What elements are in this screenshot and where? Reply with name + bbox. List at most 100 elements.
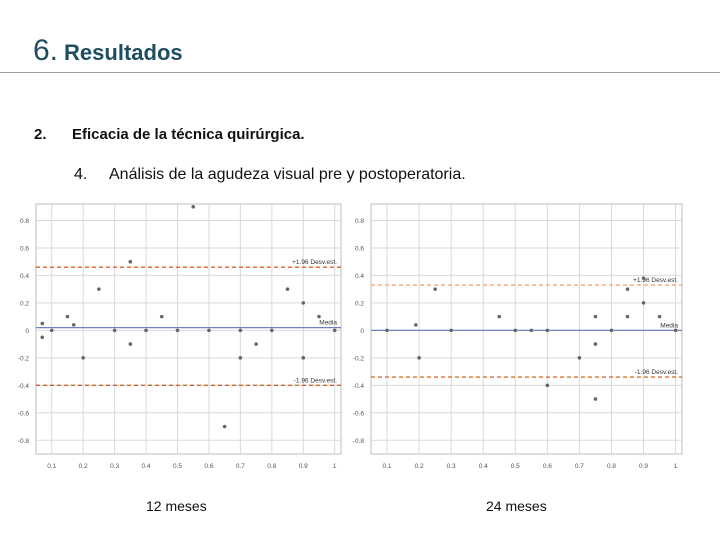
data-point bbox=[207, 328, 211, 333]
data-point bbox=[238, 328, 243, 333]
y-tick-label: -0.2 bbox=[18, 355, 30, 362]
data-point bbox=[159, 314, 164, 319]
data-point bbox=[657, 314, 662, 319]
chart-24-months: 0.8 0.6 0.4 0.2 0 -0.2 -0.4 -0.6 -0.8 0.1 0.2 0.3 0.… bbox=[343, 200, 688, 482]
y-tick-label: -0.8 bbox=[18, 438, 30, 445]
data-point bbox=[641, 301, 646, 305]
y-tick-label: 0.8 bbox=[20, 218, 29, 225]
data-point bbox=[414, 323, 418, 327]
data-point bbox=[433, 287, 437, 291]
data-point bbox=[97, 287, 101, 291]
y-tick-label: -0.8 bbox=[353, 438, 365, 445]
section-number: 2. bbox=[34, 126, 47, 143]
data-point bbox=[301, 301, 306, 305]
data-point bbox=[71, 323, 76, 327]
section-title: Eficacia de la técnica quirúrgica. bbox=[72, 126, 305, 143]
y-tick-label: 0.6 bbox=[20, 245, 29, 252]
data-point bbox=[301, 356, 306, 360]
data-point bbox=[254, 342, 258, 346]
y-tick-label: -0.4 bbox=[18, 383, 30, 390]
lower-limit-line-label: -1.96 Desv.est. bbox=[635, 369, 678, 376]
data-point bbox=[673, 328, 678, 333]
data-point bbox=[128, 342, 133, 346]
y-tick-label: 0.2 bbox=[355, 300, 364, 307]
x-tick-label: 0.3 bbox=[110, 463, 119, 470]
y-tick-label: -0.4 bbox=[353, 383, 365, 390]
x-tick-label: 0.8 bbox=[607, 463, 616, 470]
data-point bbox=[40, 321, 45, 326]
data-point bbox=[270, 328, 274, 333]
x-tick-label: 1 bbox=[333, 463, 337, 470]
data-point bbox=[317, 314, 321, 319]
chart-24-months-svg: 0.8 0.6 0.4 0.2 0 -0.2 -0.4 -0.6 -0.8 0.1 0.2 0.3 0.… bbox=[353, 203, 683, 470]
y-tick-label: 0.2 bbox=[20, 300, 29, 307]
slide-number: 6. bbox=[33, 34, 59, 67]
x-tick-label: 0.6 bbox=[543, 463, 552, 470]
x-tick-label: 0.2 bbox=[415, 463, 424, 470]
y-tick-label: 0 bbox=[25, 328, 29, 335]
data-point bbox=[593, 314, 598, 319]
upper-limit-line-label: +1.96 Desv.est. bbox=[633, 277, 678, 284]
data-point bbox=[625, 287, 630, 291]
data-point bbox=[128, 259, 133, 264]
x-tick-label: 0.1 bbox=[47, 463, 56, 470]
x-tick-label: 0.5 bbox=[173, 463, 182, 470]
lower-limit-line-label: -1.96 Desv.est. bbox=[294, 377, 337, 384]
subsection-title: Análisis de la agudeza visual pre y post… bbox=[109, 166, 466, 183]
x-tick-label: 0.8 bbox=[267, 463, 276, 470]
data-point bbox=[593, 397, 598, 401]
y-tick-label: 0.4 bbox=[20, 273, 29, 280]
x-tick-label: 0.2 bbox=[79, 463, 88, 470]
data-point bbox=[222, 424, 227, 429]
x-tick-label: 0.9 bbox=[639, 463, 648, 470]
subsection-number: 4. bbox=[74, 166, 88, 183]
data-point bbox=[497, 314, 502, 319]
data-point bbox=[40, 335, 45, 340]
y-tick-label: 0.8 bbox=[355, 218, 364, 225]
data-point bbox=[417, 356, 421, 360]
data-point bbox=[593, 342, 598, 346]
data-point bbox=[49, 328, 54, 333]
plot-frame bbox=[35, 203, 342, 455]
data-point bbox=[385, 328, 389, 333]
data-point bbox=[513, 328, 518, 333]
data-point bbox=[545, 328, 550, 333]
upper-limit-line-label: +1.96 Desv.est. bbox=[292, 259, 337, 266]
data-point bbox=[175, 328, 180, 333]
slide-title: 6. Resultados bbox=[33, 34, 183, 68]
y-tick-label: 0 bbox=[360, 328, 364, 335]
slide-title-text: Resultados bbox=[64, 40, 183, 65]
x-tick-label: 0.7 bbox=[575, 463, 584, 470]
subsection-heading: 4. Análisis de la agudeza visual pre y po… bbox=[74, 166, 466, 184]
mean-line-label: Media bbox=[319, 320, 337, 327]
data-point bbox=[65, 314, 70, 319]
y-tick-label: -0.6 bbox=[18, 410, 30, 417]
x-tick-label: 0.9 bbox=[299, 463, 308, 470]
x-tick-label: 1 bbox=[674, 463, 678, 470]
chart-12-months-svg: 0.8 0.6 0.4 0.2 0 -0.2 -0.4 -0.6 -0.8 0.1 0.2 0.3 0.… bbox=[18, 203, 342, 470]
y-tick-label: 0.4 bbox=[355, 273, 364, 280]
data-point bbox=[238, 356, 243, 360]
data-point bbox=[332, 328, 337, 333]
x-tick-label: 0.1 bbox=[383, 463, 392, 470]
data-point bbox=[625, 314, 630, 319]
section-heading: 2. Eficacia de la técnica quirúrgica. bbox=[34, 126, 305, 143]
data-point bbox=[529, 328, 534, 333]
chart-caption-24-months: 24 meses bbox=[486, 498, 547, 514]
x-tick-label: 0.7 bbox=[236, 463, 245, 470]
plot-frame bbox=[370, 203, 683, 455]
y-tick-label: -0.6 bbox=[353, 410, 365, 417]
y-tick-label: 0.6 bbox=[355, 245, 364, 252]
x-tick-label: 0.4 bbox=[142, 463, 151, 470]
data-point bbox=[81, 356, 85, 360]
data-point bbox=[285, 287, 290, 291]
data-point bbox=[449, 328, 453, 333]
x-tick-label: 0.4 bbox=[479, 463, 488, 470]
y-tick-label: -0.2 bbox=[353, 355, 365, 362]
data-point bbox=[545, 383, 550, 388]
data-point bbox=[191, 204, 196, 209]
data-point bbox=[577, 356, 582, 360]
data-point bbox=[112, 328, 117, 333]
data-point bbox=[641, 276, 646, 280]
mean-line-label: Media bbox=[660, 322, 678, 329]
